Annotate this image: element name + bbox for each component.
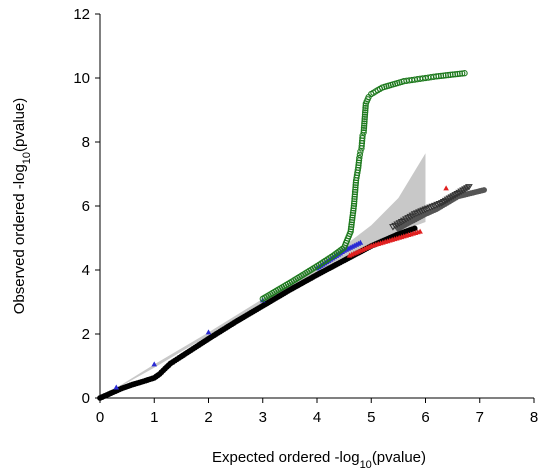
data-point [356, 154, 363, 162]
y-tick-label: 4 [82, 262, 90, 279]
data-point [443, 185, 449, 191]
x-tick-label: 6 [421, 409, 429, 426]
data-point [362, 107, 369, 114]
data-point [356, 151, 364, 158]
x-tick-label: 3 [259, 409, 267, 426]
x-tick-label: 2 [204, 409, 212, 426]
data-point [361, 120, 368, 127]
y-axis-title-tail: (pvalue) [11, 98, 28, 152]
data-point [362, 104, 369, 112]
y-axis-title: Observed ordered -log10(pvalue) [11, 98, 33, 315]
y-tick-label: 12 [73, 6, 90, 23]
x-tick-label: 1 [150, 409, 158, 426]
data-point [361, 115, 368, 123]
data-point [360, 127, 367, 134]
x-tick-label: 5 [367, 409, 375, 426]
data-point [417, 228, 423, 234]
y-tick-label: 0 [82, 390, 90, 407]
data-point [205, 329, 212, 335]
data-point [361, 118, 368, 125]
y-axis-title-main: Observed ordered -log [11, 164, 28, 314]
data-point [357, 239, 364, 245]
data-point [360, 129, 367, 136]
x-axis-title-sub: 10 [360, 459, 372, 468]
data-point [461, 70, 468, 77]
data-point [411, 225, 418, 232]
data-point [113, 384, 120, 390]
x-tick-label: 4 [313, 409, 321, 426]
y-tick-label: 6 [82, 198, 90, 215]
data-point [357, 148, 364, 155]
x-axis-title-tail: (pvalue) [372, 449, 426, 466]
data-points [97, 70, 487, 401]
x-tick-label: 0 [96, 409, 104, 426]
y-tick-label: 8 [82, 134, 90, 151]
y-axis-title-sub: 10 [21, 152, 33, 164]
data-point [465, 184, 473, 191]
y-tick-label: 2 [82, 326, 90, 343]
data-point [359, 135, 366, 142]
data-point [361, 122, 368, 129]
data-point [151, 361, 158, 367]
y-tick-label: 10 [73, 70, 90, 87]
x-tick-label: 8 [530, 409, 538, 426]
data-point [361, 113, 368, 121]
confidence-band-area [100, 153, 426, 398]
x-tick-label: 7 [476, 409, 484, 426]
data-point [362, 102, 369, 109]
data-point [360, 124, 368, 132]
confidence-band [100, 153, 426, 398]
data-point [459, 70, 466, 77]
axes [95, 13, 535, 403]
x-axis-title-main: Expected ordered -log [212, 449, 360, 466]
x-axis-title: Expected ordered -log10(pvalue) [212, 449, 426, 468]
data-point [361, 111, 369, 118]
data-point [362, 109, 369, 116]
data-point [481, 187, 487, 193]
